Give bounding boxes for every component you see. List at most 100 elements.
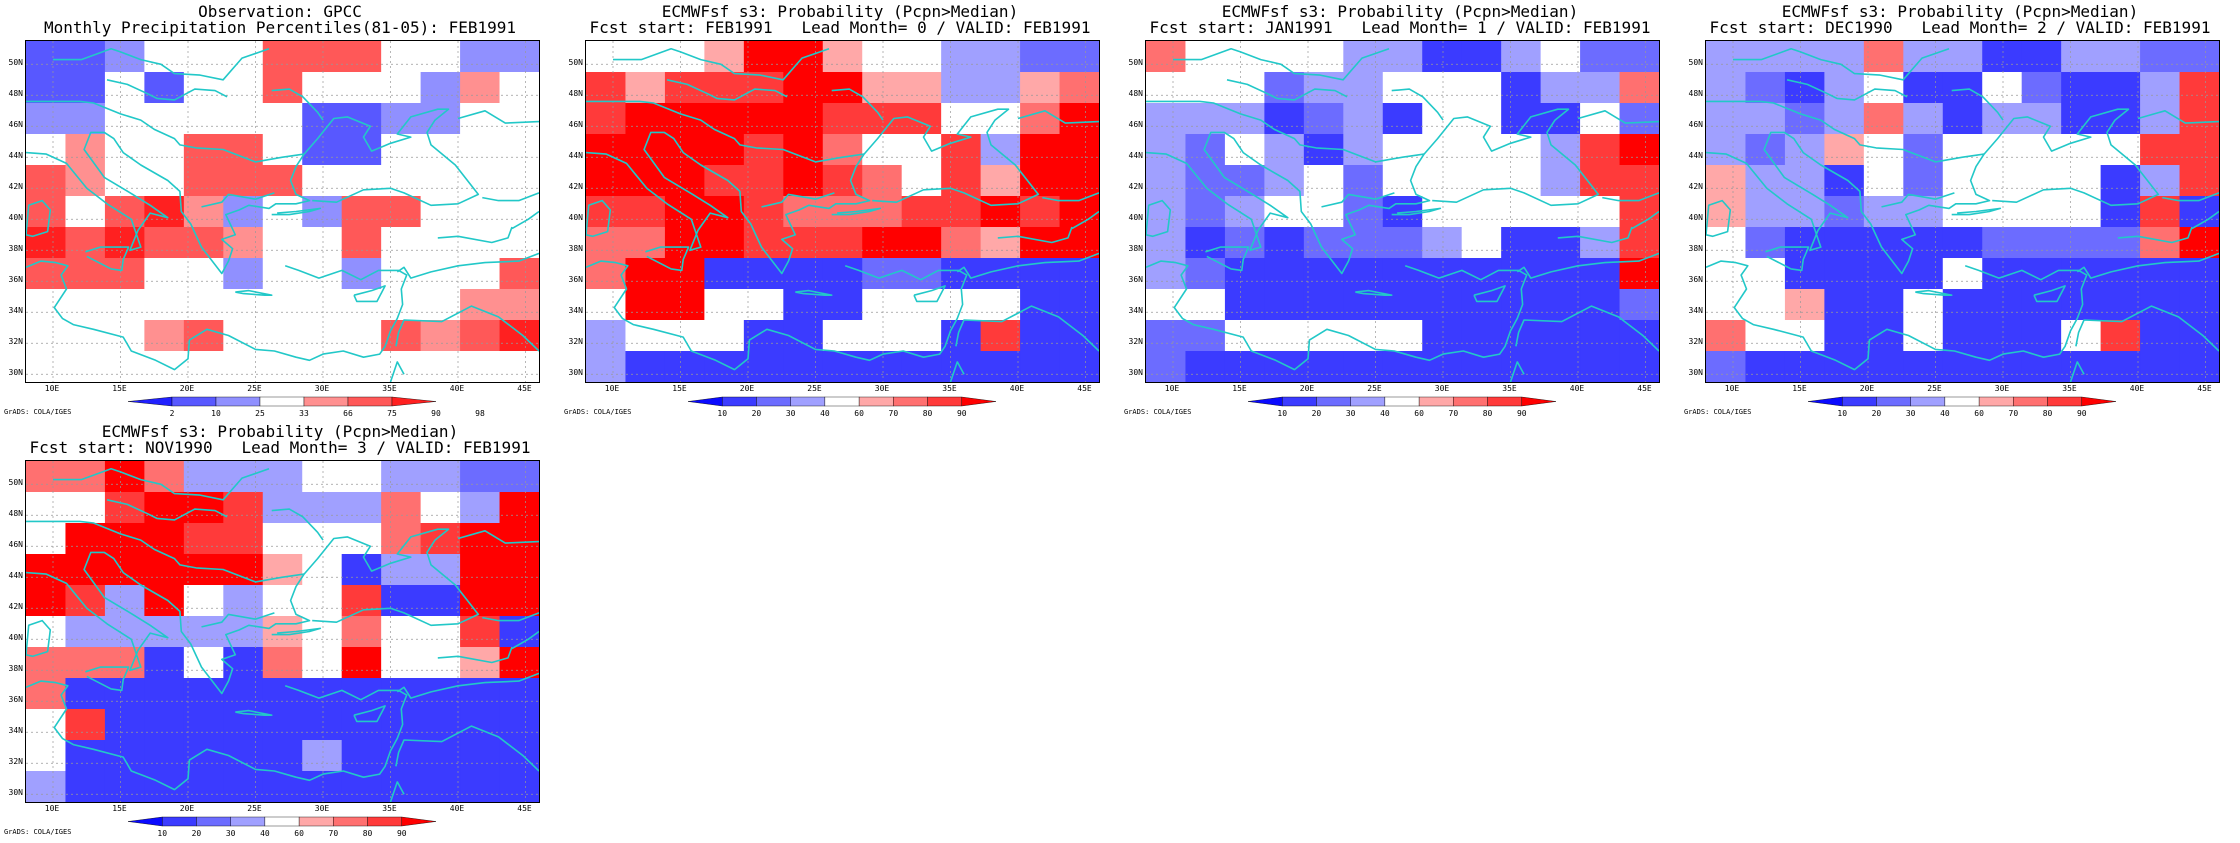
grid-cell — [26, 103, 67, 135]
grid-cell — [65, 196, 106, 228]
grid-cell — [302, 165, 343, 197]
lon-tick-label: 15E — [112, 384, 127, 393]
coastline — [1173, 48, 1390, 81]
colorbar-segment — [127, 816, 163, 827]
grid-cell — [499, 492, 539, 524]
colorbar-label: 90 — [431, 409, 441, 418]
coastline — [457, 110, 539, 124]
grid-cell — [460, 585, 501, 617]
coastline — [1706, 108, 2160, 275]
grid-cell — [1185, 103, 1226, 135]
grads-credit: GrADS: COLA/IGES — [4, 828, 72, 836]
grid-cell — [941, 351, 982, 382]
grid-cell — [341, 585, 382, 617]
grid-cell — [1422, 41, 1463, 73]
grid-cell — [302, 492, 343, 524]
grid-cell — [1942, 72, 1983, 104]
colorbar-segment — [1418, 396, 1454, 407]
colorbar-segment — [1453, 396, 1488, 407]
grid-cell — [783, 103, 824, 135]
coastline — [1951, 88, 2004, 121]
grid-cell — [1224, 320, 1265, 352]
grid-cell — [1903, 103, 1944, 135]
grid-cell — [664, 289, 705, 321]
grid-cell — [499, 103, 539, 135]
grid-cell — [1382, 351, 1423, 382]
grid-cell — [1501, 351, 1542, 382]
lat-tick-label: 40N — [568, 213, 583, 223]
map-panel-lead3: ECMWFsf s3: Probability (Pcpn>Median) Fc… — [0, 420, 560, 840]
lon-tick-label: 25E — [807, 384, 822, 393]
grid-cell — [1020, 103, 1061, 135]
coastline — [437, 646, 513, 664]
grid-cell — [460, 461, 501, 493]
grid-cell — [1422, 227, 1463, 259]
lon-tick-label: 15E — [112, 804, 127, 813]
lat-tick-label: 48N — [8, 509, 23, 519]
grid-cell — [302, 585, 343, 617]
grid-cell — [262, 227, 303, 259]
grid-cell — [460, 771, 501, 802]
grid-cell — [2179, 41, 2219, 73]
lat-tick-label: 50N — [1128, 58, 1143, 68]
lat-tick-label: 30N — [1128, 368, 1143, 378]
grid-cell — [183, 585, 224, 617]
grid-cell — [1619, 258, 1659, 290]
grid-cell — [104, 740, 145, 772]
colorbar-label: 30 — [1906, 409, 1916, 418]
grid-cell — [1146, 351, 1187, 382]
grid-cell — [625, 196, 666, 228]
grid-cell — [1863, 103, 1904, 135]
grid-cell — [1059, 165, 1099, 197]
grid-cell — [104, 461, 145, 493]
grid-cell — [1706, 103, 1747, 135]
grid-cell — [1059, 227, 1099, 259]
lon-tick-label: 20E — [739, 384, 755, 393]
grid-cell — [144, 227, 185, 259]
coastline — [586, 100, 865, 163]
coastline — [85, 666, 130, 692]
colorbar-segment — [347, 396, 393, 407]
grid-cell — [625, 103, 666, 135]
grid-cell — [1982, 134, 2023, 166]
map-canvas — [1146, 41, 1659, 382]
coastline — [1205, 246, 1250, 272]
grid-cell — [65, 492, 106, 524]
lat-tick-label: 40N — [1688, 213, 1703, 223]
colorbar-segment — [1910, 396, 1946, 407]
grid-cell — [420, 289, 461, 321]
lat-tick-label: 32N — [8, 337, 23, 347]
grid-cell — [1580, 41, 1621, 73]
grid-cell — [2061, 351, 2102, 382]
grid-cell — [26, 41, 67, 73]
map-area — [25, 40, 540, 383]
grid-cell — [65, 461, 106, 493]
grid-cell — [144, 523, 185, 555]
grid-cell — [1185, 72, 1226, 104]
grid-cell — [262, 523, 303, 555]
grid-cell — [2100, 289, 2141, 321]
colorbar-label: 90 — [957, 409, 967, 418]
coastline — [395, 305, 539, 352]
grid-cell — [420, 771, 461, 802]
colorbar-label: 30 — [786, 409, 796, 418]
grid-cell — [1264, 196, 1305, 228]
colorbar-segment — [162, 816, 197, 827]
colorbar-segment — [1487, 396, 1522, 407]
grid-cell — [586, 165, 627, 197]
colorbar-label: 40 — [820, 409, 830, 418]
grid-cell — [341, 165, 382, 197]
colorbar-segment — [259, 396, 305, 407]
grid-cell — [144, 554, 185, 586]
grid-cell — [144, 196, 185, 228]
grid-cell — [65, 647, 106, 679]
grid-cell — [104, 351, 145, 382]
grid-cell — [341, 461, 382, 493]
grid-cell — [460, 554, 501, 586]
colorbar-segment — [1807, 396, 1843, 407]
grid-cell — [1146, 258, 1187, 290]
grid-cell — [1863, 72, 1904, 104]
grid-cell — [1059, 351, 1099, 382]
grid-cell — [704, 196, 745, 228]
coastline — [2191, 210, 2219, 230]
